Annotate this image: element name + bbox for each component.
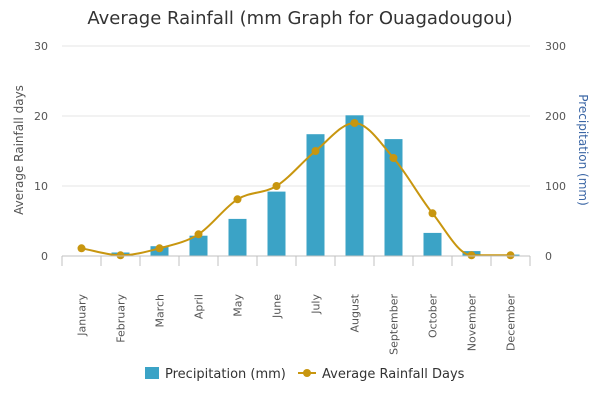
- left-axis-title: Average Rainfall days: [12, 85, 26, 215]
- precipitation-bar[interactable]: [267, 191, 286, 256]
- x-tick-label: May: [232, 294, 245, 317]
- rainfall-days-point[interactable]: [194, 230, 203, 239]
- legend-rainfall-days-marker[interactable]: [303, 369, 311, 377]
- x-tick-label: August: [349, 293, 362, 332]
- rainfall-days-point[interactable]: [77, 244, 86, 253]
- rainfall-days-point[interactable]: [272, 182, 281, 190]
- right-axis-ticks: 0 100 200 300: [545, 40, 566, 263]
- left-tick-label: 30: [34, 40, 48, 53]
- x-tick-label: October: [427, 294, 440, 338]
- x-tick-label: February: [115, 294, 128, 343]
- left-tick-label: 10: [34, 180, 48, 193]
- right-tick-label: 0: [545, 250, 552, 263]
- x-tick-label: March: [154, 294, 167, 328]
- rainfall-days-point[interactable]: [389, 154, 398, 162]
- x-tick-label: January: [76, 294, 89, 337]
- rainfall-days-point[interactable]: [467, 251, 476, 260]
- x-tick-label: July: [310, 294, 323, 315]
- rainfall-days-line: [81, 121, 511, 257]
- precipitation-bar[interactable]: [228, 218, 247, 256]
- x-tick-label: December: [505, 294, 518, 352]
- precipitation-bar[interactable]: [345, 115, 364, 256]
- precipitation-bar[interactable]: [306, 134, 325, 256]
- rainfall-days-point[interactable]: [506, 251, 515, 260]
- x-tick-label: April: [193, 294, 206, 319]
- right-tick-label: 300: [545, 40, 566, 53]
- rainfall-days-point[interactable]: [350, 119, 359, 127]
- rainfall-days-point[interactable]: [428, 209, 437, 218]
- rainfall-days-point[interactable]: [311, 147, 320, 155]
- precipitation-bar[interactable]: [189, 235, 208, 256]
- rainfall-days-points: [77, 119, 515, 260]
- precipitation-bars: [111, 115, 520, 256]
- x-tick-label: November: [466, 294, 479, 352]
- x-axis: [61, 255, 531, 266]
- right-tick-label: 100: [545, 180, 566, 193]
- left-tick-label: 0: [41, 250, 48, 263]
- right-tick-label: 200: [545, 110, 566, 123]
- legend-precipitation-label[interactable]: Precipitation (mm): [165, 367, 286, 382]
- x-axis-tick-labels: January February March April May June July Augu…: [76, 293, 518, 354]
- right-axis-title: Precipitation (mm): [576, 94, 590, 206]
- left-tick-label: 20: [34, 110, 48, 123]
- chart-title: Average Rainfall (mm Graph for Ouagadoug…: [87, 8, 512, 29]
- precipitation-bar[interactable]: [384, 139, 403, 256]
- x-tick-label: September: [388, 294, 401, 355]
- x-tick-label: June: [271, 294, 284, 319]
- rainfall-days-point[interactable]: [233, 195, 242, 204]
- left-axis-ticks: 0 10 20 30: [34, 40, 48, 263]
- rainfall-days-point[interactable]: [116, 251, 125, 260]
- precipitation-bar[interactable]: [423, 232, 442, 256]
- legend-precipitation-swatch[interactable]: [145, 367, 159, 379]
- legend[interactable]: Precipitation (mm) Average Rainfall Days: [145, 367, 465, 382]
- legend-rainfall-days-label[interactable]: Average Rainfall Days: [322, 367, 465, 382]
- grid-lines: [62, 45, 530, 187]
- rainfall-days-point[interactable]: [155, 244, 164, 253]
